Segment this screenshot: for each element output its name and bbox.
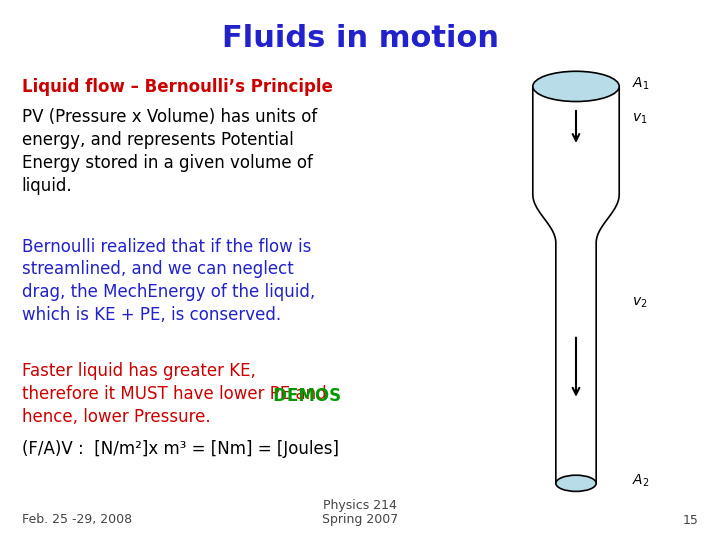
Text: PV (Pressure x Volume) has units of
energy, and represents Potential
Energy stor: PV (Pressure x Volume) has units of ener… bbox=[22, 108, 317, 195]
Text: Feb. 25 -29, 2008: Feb. 25 -29, 2008 bbox=[22, 514, 132, 526]
Text: Bernoulli realized that if the flow is
streamlined, and we can neglect
drag, the: Bernoulli realized that if the flow is s… bbox=[22, 238, 315, 325]
Polygon shape bbox=[533, 86, 619, 483]
Text: $v_1$: $v_1$ bbox=[632, 112, 647, 126]
Text: Liquid flow – Bernoulli’s Principle: Liquid flow – Bernoulli’s Principle bbox=[22, 78, 333, 96]
Ellipse shape bbox=[533, 71, 619, 102]
Text: 15: 15 bbox=[683, 514, 698, 526]
Text: Fluids in motion: Fluids in motion bbox=[222, 24, 498, 53]
Ellipse shape bbox=[556, 475, 596, 491]
Text: $v_2$: $v_2$ bbox=[632, 295, 647, 309]
Text: Faster liquid has greater KE,
therefore it MUST have lower PE and
hence, lower P: Faster liquid has greater KE, therefore … bbox=[22, 362, 326, 426]
Text: DEMOS: DEMOS bbox=[256, 387, 341, 405]
Text: $A_1$: $A_1$ bbox=[632, 76, 649, 92]
Text: $A_2$: $A_2$ bbox=[632, 472, 649, 489]
Text: (F/A)V :  [N/m²]x m³ = [Nm] = [Joules]: (F/A)V : [N/m²]x m³ = [Nm] = [Joules] bbox=[22, 440, 338, 458]
Text: Physics 214
Spring 2007: Physics 214 Spring 2007 bbox=[322, 498, 398, 526]
